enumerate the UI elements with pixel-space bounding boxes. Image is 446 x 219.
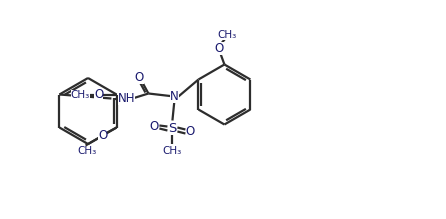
- Text: N: N: [170, 90, 179, 103]
- Text: CH₃: CH₃: [78, 147, 97, 157]
- Text: CH₃: CH₃: [218, 30, 237, 39]
- Text: O: O: [215, 42, 224, 55]
- Text: O: O: [135, 71, 144, 84]
- Text: NH: NH: [118, 92, 135, 105]
- Text: S: S: [168, 122, 177, 135]
- Text: O: O: [98, 129, 107, 142]
- Text: CH₃: CH₃: [163, 145, 182, 155]
- Text: CH₃: CH₃: [70, 90, 90, 99]
- Text: O: O: [94, 88, 103, 101]
- Text: O: O: [186, 125, 195, 138]
- Text: O: O: [150, 120, 159, 133]
